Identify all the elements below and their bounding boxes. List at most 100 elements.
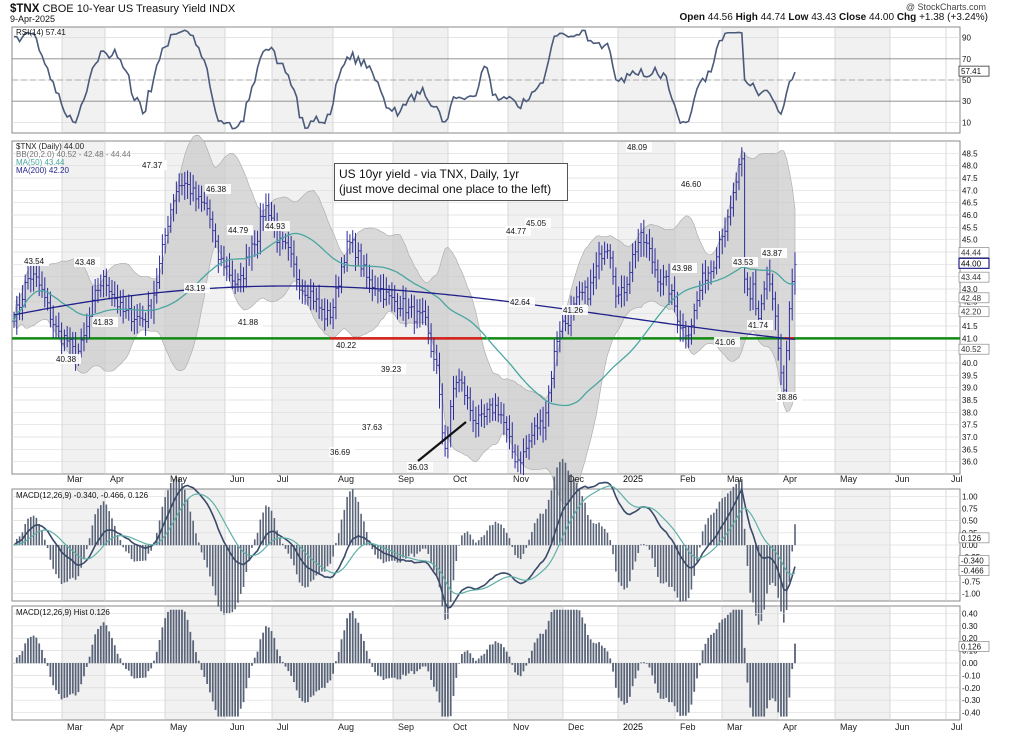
macd-hist-bar: [332, 545, 334, 557]
price-data-label: 43.48: [75, 258, 96, 267]
x-month-label: Jul: [277, 474, 289, 484]
macd-hist-bar: [581, 496, 584, 546]
macd-hist-bar: [430, 545, 432, 564]
hist-bar: [687, 663, 690, 713]
hist-bar: [752, 663, 754, 717]
macd-hist-bar: [601, 526, 603, 546]
hist-bar: [435, 663, 438, 692]
macd-hist-bar: [463, 532, 466, 546]
hist-bar: [256, 651, 259, 664]
hist-bar: [178, 609, 181, 664]
macd-hist-bar: [323, 545, 326, 572]
macd-axis-value-box: [958, 565, 990, 576]
macd-hist-bar: [472, 539, 474, 546]
hist-bar: [771, 663, 774, 699]
price-axis-value: 42.48: [961, 294, 982, 303]
hist-bar: [550, 612, 553, 664]
hist-bar: [570, 609, 572, 664]
quote-change: +1.38 (+3.24%): [919, 12, 988, 23]
data-label-bg: [671, 263, 697, 273]
data-label-bg: [55, 354, 81, 364]
data-label-bg: [505, 226, 531, 236]
rsi-tick-label: 30: [962, 97, 971, 106]
hist-bar: [516, 663, 519, 676]
macd-hist-bar: [612, 545, 614, 555]
data-label-bg: [761, 248, 787, 258]
hist-bar: [738, 609, 740, 664]
macd-hist-bar: [141, 545, 144, 561]
macd-hist-bar: [416, 545, 418, 554]
price-axis-value: 44.44: [961, 248, 982, 257]
price-data-label: 40.22: [336, 341, 357, 350]
macd-hist-bar: [206, 545, 208, 568]
macd-hist-bar: [721, 498, 724, 546]
hist-bar: [377, 663, 379, 676]
x-month-label: Jun: [895, 722, 910, 732]
hist-legend: MACD(12,26,9) Hist 0.126: [16, 608, 110, 617]
hist-bar: [371, 663, 374, 667]
annotation-box: US 10yr yield - via TNX, Daily, 1yr (jus…: [334, 163, 568, 201]
hist-bar: [628, 663, 631, 697]
macd-hist-bar: [469, 534, 472, 546]
macd-hist-bar: [29, 516, 32, 546]
macd-hist-bar: [346, 497, 348, 546]
x-month-label: Sep: [398, 722, 414, 732]
data-label-bg: [525, 218, 551, 228]
hist-bar: [673, 663, 676, 707]
hist-bar: [175, 609, 178, 664]
macd-hist-bar: [729, 490, 732, 546]
hist-bar: [449, 663, 452, 717]
x-month-label: Jun: [895, 474, 910, 484]
price-axis-value: 44.00: [961, 259, 982, 268]
hist-bar: [91, 644, 94, 664]
hist-bar: [662, 663, 665, 699]
macd-hist-bar: [738, 479, 740, 546]
macd-hist-bar: [657, 545, 659, 577]
price-data-label: 41.83: [93, 318, 114, 327]
macd-hist-bar: [329, 545, 332, 564]
quote-summary: Open 44.56 High 44.74 Low 43.43 Close 44…: [679, 12, 988, 23]
macd-hist-bar: [522, 545, 525, 554]
macd-hist-bar: [413, 545, 416, 557]
macd-hist-bar: [461, 535, 463, 546]
hist-bar: [508, 656, 511, 664]
macd-hist-bar: [623, 545, 626, 590]
macd-hist-bar: [497, 523, 500, 546]
macd-hist-bar: [561, 458, 564, 546]
price-data-label: 37.63: [362, 423, 383, 432]
hist-bar: [259, 639, 262, 664]
data-label-bg: [680, 179, 706, 189]
hist-bar: [49, 663, 52, 677]
macd-hist-bar: [573, 478, 575, 546]
macd-hist-bar: [500, 524, 502, 546]
hist-bar: [111, 638, 113, 664]
hist-bar: [304, 663, 307, 703]
x-month-label: Mar: [67, 722, 83, 732]
hist-bar: [514, 663, 516, 673]
x-month-label: Jun: [230, 722, 245, 732]
macd-hist-bar: [343, 509, 346, 546]
macd-hist-bar: [382, 545, 385, 564]
macd-hist-bar: [788, 545, 791, 583]
hist-bar: [721, 619, 724, 664]
hist-bar: [141, 663, 144, 678]
price-tick-label: 40.0: [962, 359, 978, 368]
macd-hist-bar: [55, 545, 57, 575]
hist-bar: [679, 663, 682, 717]
hist-bar: [183, 611, 186, 664]
hist-tick-label: -0.10: [962, 671, 981, 680]
hist-bar: [600, 645, 603, 664]
x-month-label: Jun: [230, 474, 245, 484]
hist-bar: [757, 663, 760, 717]
hist-bar: [718, 622, 721, 664]
macd-hist-bar: [172, 478, 175, 546]
macd-hist-bar: [525, 545, 528, 548]
macd-hist-bar: [631, 545, 634, 570]
macd-hist-bar: [511, 545, 514, 548]
hist-bar: [60, 663, 63, 700]
macd-hist-bar: [197, 542, 200, 546]
x-month-label: May: [840, 474, 858, 484]
macd-hist-bar: [514, 545, 516, 556]
price-axis-value: 42.20: [961, 308, 982, 317]
x-month-label: Oct: [453, 474, 468, 484]
